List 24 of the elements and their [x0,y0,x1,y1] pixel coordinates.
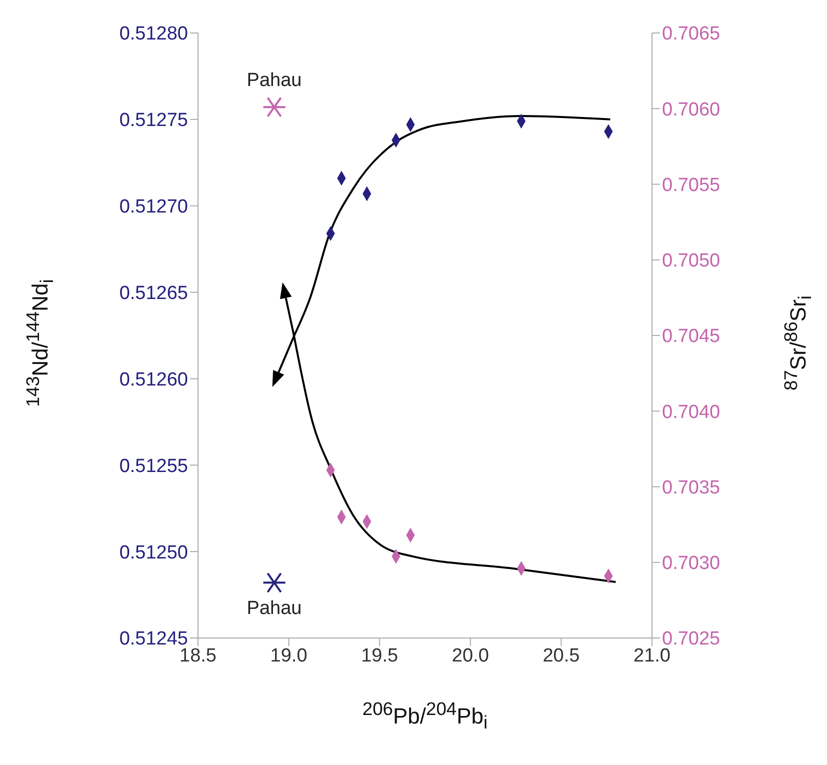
x-tick-label: 18.5 [180,645,216,666]
x-tick-label: 19.5 [361,645,398,666]
y2-tick-label: 0.7030 [662,553,720,574]
y-tick-label: 0.51265 [119,283,188,304]
y2-tick-label: 0.7050 [662,250,720,272]
y2-tick-label: 0.7040 [662,402,720,423]
x-tick-label: 20.0 [452,645,489,666]
y2-tick-label: 0.7060 [662,99,720,120]
y2-tick-label: 0.7045 [662,326,720,348]
y-tick-label: 0.51280 [119,24,188,45]
x-axis-title: $^{206}$Pb/$^{204}$Pb$_{i}$ [361,698,489,734]
x-tick-label: 19.0 [270,645,308,666]
x-tick-label: 21.0 [634,645,670,666]
y2-tick-label: 0.7035 [662,477,720,498]
x-tick-label: 20.5 [542,645,580,666]
y-tick-label: 0.51260 [119,369,188,390]
y2-tick-label: 0.7065 [662,24,720,45]
y2-tick-label: 0.7055 [662,174,720,196]
annotation: Pahau [246,70,302,91]
y-tick-label: 0.51250 [119,542,188,564]
annotation: Pahau [246,598,302,620]
y-tick-label: 0.51270 [119,196,188,218]
y-tick-label: 0.51275 [119,110,188,132]
y-tick-label: 0.51255 [119,456,188,477]
